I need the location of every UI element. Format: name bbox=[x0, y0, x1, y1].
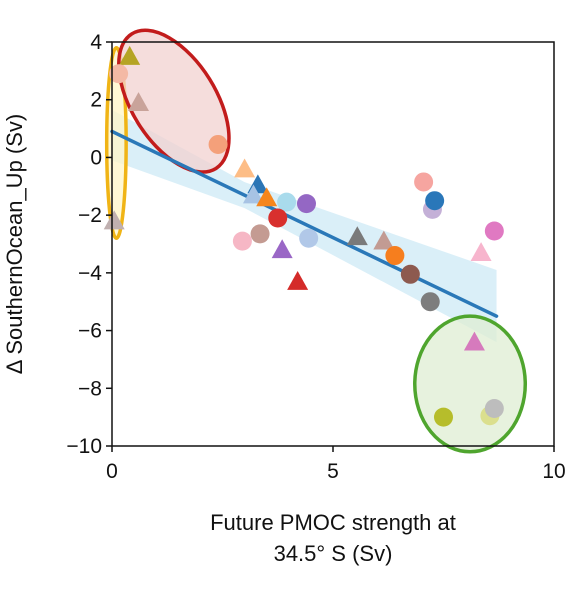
data-point-triangle-18 bbox=[346, 226, 368, 246]
data-point-triangle-8 bbox=[242, 184, 264, 204]
regression-line bbox=[110, 129, 499, 318]
data-point-triangle-28 bbox=[463, 331, 485, 351]
data-point-triangle-6 bbox=[234, 158, 256, 178]
data-point-circle-21 bbox=[400, 264, 420, 284]
x-tick-label: 5 bbox=[327, 460, 339, 483]
data-point-circle-24 bbox=[425, 191, 445, 211]
data-point-triangle-3 bbox=[128, 92, 150, 111]
data-point-circle-13 bbox=[232, 231, 252, 251]
y-tick-label: −2 bbox=[78, 204, 102, 227]
data-point-triangle-9 bbox=[256, 187, 278, 207]
data-point-circle-31 bbox=[484, 398, 504, 418]
y-axis-label: Δ SouthernOcean_Up (Sv) bbox=[2, 114, 27, 375]
data-point-circle-4 bbox=[208, 134, 228, 154]
data-point-layer bbox=[103, 45, 504, 427]
data-point-circle-27 bbox=[484, 221, 504, 241]
x-tick-label: 0 bbox=[106, 460, 118, 483]
data-point-circle-2 bbox=[109, 64, 129, 84]
x-axis-label-line1: Future PMOC strength at bbox=[210, 510, 456, 535]
data-point-circle-10 bbox=[277, 192, 297, 212]
axis-ticks: 0 5 10 −10 −8 −6 −4 −2 0 2 4 bbox=[66, 31, 565, 483]
regression-line-layer bbox=[110, 129, 499, 318]
data-point-triangle-15 bbox=[271, 239, 293, 259]
y-tick-label: −8 bbox=[78, 377, 102, 400]
data-point-triangle-5 bbox=[103, 210, 125, 230]
data-point-triangle-17 bbox=[287, 271, 309, 290]
data-point-triangle-26 bbox=[470, 242, 492, 262]
y-tick-label: −10 bbox=[66, 435, 102, 458]
y-tick-label: −4 bbox=[78, 262, 102, 285]
data-point-circle-29 bbox=[434, 407, 453, 427]
data-point-triangle-1 bbox=[119, 45, 141, 65]
data-point-circle-20 bbox=[385, 246, 405, 266]
y-tick-label: 2 bbox=[90, 89, 102, 112]
y-tick-label: −6 bbox=[78, 320, 102, 343]
data-point-circle-22 bbox=[414, 172, 434, 192]
y-tick-label: 0 bbox=[90, 146, 102, 169]
data-point-circle-12 bbox=[268, 208, 288, 228]
y-tick-label: 4 bbox=[90, 31, 102, 54]
x-axis-label-line2: 34.5° S (Sv) bbox=[274, 541, 393, 566]
data-point-circle-16 bbox=[299, 228, 319, 248]
x-tick-label: 10 bbox=[542, 460, 565, 483]
highlight-ellipse-3 bbox=[413, 314, 528, 454]
data-point-circle-11 bbox=[296, 194, 316, 214]
data-point-circle-14 bbox=[250, 224, 270, 244]
data-point-circle-25 bbox=[420, 292, 440, 312]
data-point-triangle-19 bbox=[373, 230, 395, 250]
highlight-ellipse-2 bbox=[117, 28, 231, 174]
